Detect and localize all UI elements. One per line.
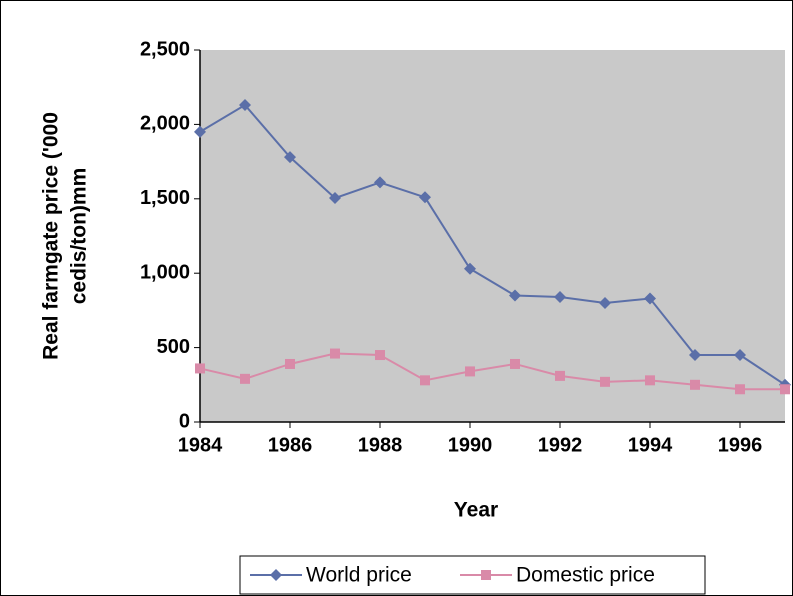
y-axis-label-line: Real farmgate price ('000 [40,112,63,360]
data-point [464,262,476,275]
data-point [509,289,521,302]
data-point [735,384,745,395]
data-point [689,349,701,362]
data-point [554,291,566,304]
x-tick-label: 1988 [358,434,403,456]
legend-marker [481,570,491,580]
data-point [285,358,295,369]
data-point [240,373,250,384]
data-point [645,375,655,386]
data-point [734,349,746,362]
data-point [690,379,700,390]
x-tick-label: 1990 [448,434,493,456]
legend-label: World price [306,564,412,587]
data-point [555,370,565,381]
y-tick-label: 2,000 [140,113,190,135]
data-point [284,151,296,164]
data-point [600,376,610,387]
x-tick-label: 1992 [538,434,583,456]
x-axis-label: Year [454,499,498,522]
x-tick-label: 1994 [628,434,673,456]
data-point [465,366,475,377]
y-tick-label: 1,000 [140,261,190,283]
y-axis-label-line: cedis/ton)mm [68,168,91,305]
data-point [375,350,385,361]
plot-area [200,50,785,422]
y-tick-label: 0 [179,410,190,432]
data-point [329,192,341,205]
x-tick-label: 1986 [268,434,313,456]
data-point [195,363,205,374]
x-tick-label: 1996 [718,434,763,456]
y-tick-label: 500 [157,336,190,358]
series-line [199,352,785,391]
data-point [374,176,386,189]
y-tick-label: 1,500 [140,187,190,209]
data-point [510,358,520,369]
data-point [780,384,790,395]
data-point [194,125,206,138]
x-tick-label: 1984 [178,434,223,456]
data-point [599,296,611,309]
y-tick-label: 2,500 [140,38,190,60]
data-point [239,99,251,112]
data-point [330,348,340,359]
data-point [420,375,430,386]
legend-marker [270,569,282,581]
y-axis-label: Real farmgate price ('000 cedis/ton)mm [40,112,91,360]
data-point [419,191,431,204]
legend-label: Domestic price [516,564,655,587]
data-point [644,292,656,305]
series-line [199,103,786,386]
